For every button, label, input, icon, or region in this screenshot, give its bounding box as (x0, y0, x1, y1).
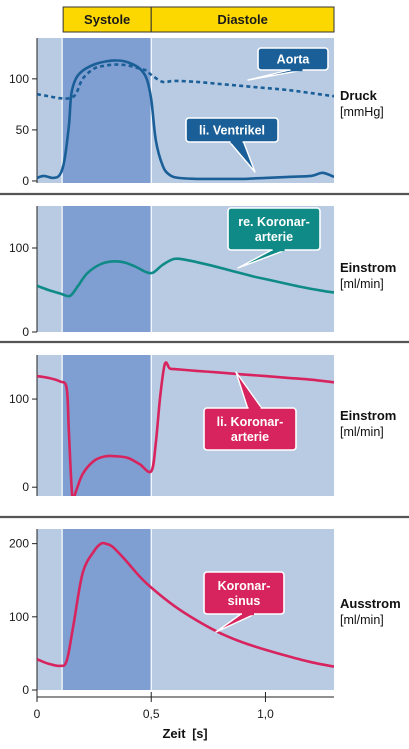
panel-4: 0 100 200 Koronar-sinus Ausstrom [ml/min] (9, 529, 401, 697)
callout-text: Koronar- (218, 579, 271, 593)
y-axis-label-name: Ausstrom (340, 596, 401, 611)
systole-band (62, 38, 152, 183)
y-tick-label: 0 (22, 480, 29, 494)
series-line-aorta (37, 63, 334, 100)
series-group (37, 541, 334, 668)
series-line-re-koronararterie (37, 257, 334, 298)
y-axis-label-name: Einstrom (340, 260, 396, 275)
y-tick-label: 0 (22, 174, 29, 188)
systole-band (62, 206, 152, 332)
panel-2: 0 100 re. Koronar-arterie Einstrom [ml/min] (9, 206, 396, 339)
series-line-li-ventrikel (37, 59, 334, 181)
callout-3-1: li. Koronar-arterie (203, 371, 297, 451)
y-tick-label: 50 (16, 123, 30, 137)
series-group (37, 361, 334, 496)
series-group (37, 59, 334, 181)
panels: 0 50 100 Aorta li. Ventrikel Druck [mmHg] 0 100 r… (9, 38, 401, 697)
x-tick-label: 0 (34, 707, 41, 721)
x-axis-label-name: Zeit (162, 726, 186, 741)
x-tick-label: 0,5 (143, 707, 160, 721)
y-tick-label: 100 (9, 72, 29, 86)
phase-diastole-bar (150, 6, 335, 33)
callout-text: Aorta (277, 53, 311, 67)
callout-text: li. Ventrikel (199, 124, 265, 138)
y-axis-label: Ausstrom [ml/min] (340, 596, 401, 627)
phase-systole-label: Systole (84, 12, 130, 27)
callout-text: sinus (228, 594, 261, 608)
phase-systole-bar (62, 6, 152, 33)
y-tick-label: 200 (9, 537, 29, 551)
y-axis-label-name: Einstrom (340, 408, 396, 423)
callout-1-2: li. Ventrikel (185, 117, 279, 173)
callout-text: re. Koronar- (238, 215, 310, 229)
series-line-li-koronararterie (37, 361, 334, 496)
callout-text: li. Koronar- (217, 415, 284, 429)
y-axis-label-name: Druck (340, 88, 378, 103)
panel-3: 0 100 li. Koronar-arterie Einstrom [ml/min] (9, 355, 396, 496)
callout-text: arterie (255, 230, 293, 244)
phase-systole: Systole (62, 6, 152, 33)
y-axis-label-unit: [ml/min] (340, 613, 384, 627)
series-line-koronarsinus (37, 541, 334, 668)
phase-bar: Systole Diastole (62, 6, 335, 33)
y-axis-label: Druck [mmHg] (340, 88, 384, 119)
x-tick-label: 1,0 (257, 707, 274, 721)
callout-1-1: Aorta (247, 47, 329, 81)
phase-diastole-label: Diastole (217, 12, 268, 27)
y-axis-label-unit: [mmHg] (340, 105, 384, 119)
panel-separators (0, 192, 409, 519)
x-axis-label-unit: [s] (192, 727, 207, 741)
y-tick-label: 100 (9, 241, 29, 255)
panel-1: 0 50 100 Aorta li. Ventrikel Druck [mmHg] (9, 38, 384, 188)
y-axis-label-unit: [ml/min] (340, 425, 384, 439)
y-axis-label: Einstrom [ml/min] (340, 408, 396, 439)
y-tick-label: 100 (9, 392, 29, 406)
phase-diastole: Diastole (150, 6, 335, 33)
callout-4-1: Koronar-sinus (203, 571, 285, 633)
y-axis-label-unit: [ml/min] (340, 277, 384, 291)
y-tick-label: 0 (22, 683, 29, 697)
y-tick-label: 0 (22, 325, 29, 339)
y-axis-label: Einstrom [ml/min] (340, 260, 396, 291)
x-axis: Zeit [s] 0 0,5 1,0 (34, 692, 334, 741)
callout-2-1: re. Koronar-arterie (227, 207, 321, 269)
systole-band (62, 355, 152, 496)
y-tick-label: 100 (9, 610, 29, 624)
series-group (37, 257, 334, 298)
callout-text: arterie (231, 430, 269, 444)
x-axis-label: Zeit [s] (162, 726, 207, 741)
